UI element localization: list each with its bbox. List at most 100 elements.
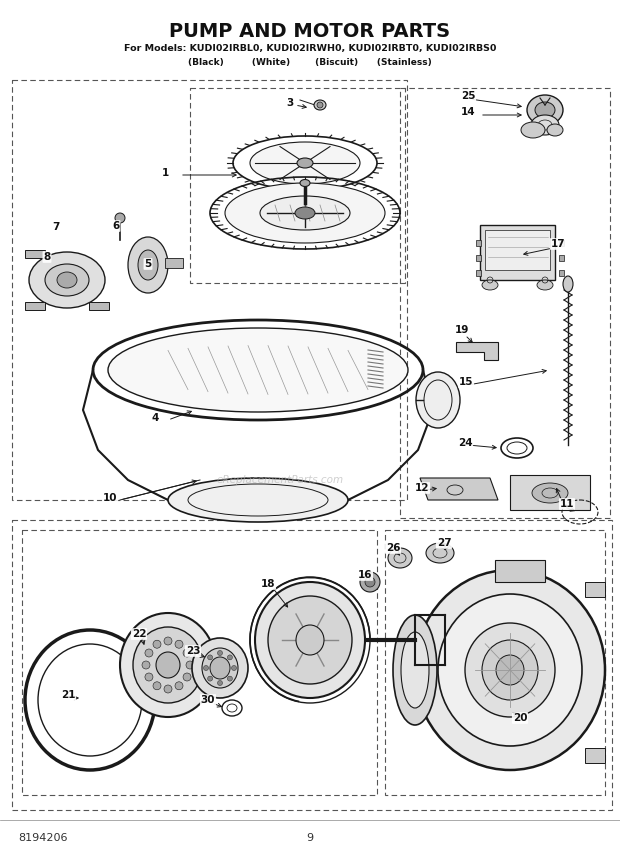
Ellipse shape xyxy=(210,657,230,679)
Ellipse shape xyxy=(388,548,412,568)
Ellipse shape xyxy=(426,543,454,563)
Ellipse shape xyxy=(203,665,208,670)
Text: 12: 12 xyxy=(415,483,429,493)
Ellipse shape xyxy=(115,213,125,223)
Ellipse shape xyxy=(268,596,352,684)
Ellipse shape xyxy=(120,613,216,717)
Ellipse shape xyxy=(186,661,194,669)
Text: 8: 8 xyxy=(43,252,51,262)
Bar xyxy=(25,250,45,258)
Text: 17: 17 xyxy=(551,239,565,249)
Bar xyxy=(559,255,564,261)
Text: 5: 5 xyxy=(144,259,152,269)
Ellipse shape xyxy=(45,264,89,296)
Ellipse shape xyxy=(415,570,605,770)
Bar xyxy=(476,240,481,246)
Ellipse shape xyxy=(164,637,172,645)
Ellipse shape xyxy=(108,328,408,412)
Text: 25: 25 xyxy=(461,91,476,101)
Bar xyxy=(385,530,605,795)
Ellipse shape xyxy=(218,681,223,686)
Ellipse shape xyxy=(547,124,563,136)
Text: 1: 1 xyxy=(161,168,169,178)
Ellipse shape xyxy=(145,673,153,681)
Bar xyxy=(400,88,610,518)
Polygon shape xyxy=(456,342,498,360)
Text: 21: 21 xyxy=(61,690,75,700)
Bar xyxy=(585,582,605,597)
Ellipse shape xyxy=(133,627,203,703)
Text: 3: 3 xyxy=(286,98,294,108)
Bar xyxy=(585,748,605,763)
Text: 9: 9 xyxy=(306,833,314,843)
Text: 14: 14 xyxy=(461,107,476,117)
Polygon shape xyxy=(510,475,590,510)
Ellipse shape xyxy=(183,673,191,681)
Bar xyxy=(485,230,550,270)
Bar xyxy=(12,520,612,810)
Bar xyxy=(495,560,545,582)
Ellipse shape xyxy=(532,483,568,503)
Bar xyxy=(480,225,555,280)
Text: PUMP AND MOTOR PARTS: PUMP AND MOTOR PARTS xyxy=(169,22,451,41)
Ellipse shape xyxy=(208,676,213,681)
Ellipse shape xyxy=(393,615,437,725)
Ellipse shape xyxy=(255,582,365,698)
Bar xyxy=(12,80,407,500)
Ellipse shape xyxy=(438,594,582,746)
Ellipse shape xyxy=(295,207,315,219)
Text: 6: 6 xyxy=(112,221,120,231)
Bar xyxy=(190,88,405,283)
Ellipse shape xyxy=(482,280,498,290)
Bar xyxy=(89,302,109,310)
Ellipse shape xyxy=(535,102,555,118)
Ellipse shape xyxy=(563,276,573,292)
Text: (Black)         (White)        (Biscuit)      (Stainless): (Black) (White) (Biscuit) (Stainless) xyxy=(188,58,432,67)
Ellipse shape xyxy=(156,652,180,678)
Text: 24: 24 xyxy=(458,438,472,448)
Text: 11: 11 xyxy=(560,499,574,509)
Ellipse shape xyxy=(29,252,105,308)
Ellipse shape xyxy=(183,649,191,657)
Ellipse shape xyxy=(401,632,429,708)
Ellipse shape xyxy=(175,681,183,690)
Ellipse shape xyxy=(465,623,555,717)
Text: For Models: KUDI02IRBL0, KUDI02IRWH0, KUDI02IRBT0, KUDI02IRBS0: For Models: KUDI02IRBL0, KUDI02IRWH0, KU… xyxy=(124,44,496,53)
Bar xyxy=(25,302,45,310)
Text: 26: 26 xyxy=(386,543,401,553)
Ellipse shape xyxy=(168,478,348,522)
Ellipse shape xyxy=(250,142,360,184)
Ellipse shape xyxy=(153,681,161,690)
Text: 19: 19 xyxy=(455,325,469,335)
Ellipse shape xyxy=(231,665,236,670)
Ellipse shape xyxy=(228,676,232,681)
Text: 16: 16 xyxy=(358,570,372,580)
Bar xyxy=(165,258,183,268)
Bar xyxy=(559,240,564,246)
Ellipse shape xyxy=(225,183,385,243)
Ellipse shape xyxy=(57,272,77,288)
Ellipse shape xyxy=(360,572,380,592)
Text: 8194206: 8194206 xyxy=(18,833,68,843)
Ellipse shape xyxy=(142,661,150,669)
Ellipse shape xyxy=(521,122,545,138)
Ellipse shape xyxy=(218,651,223,656)
Bar xyxy=(559,270,564,276)
Ellipse shape xyxy=(164,685,172,693)
Ellipse shape xyxy=(527,95,563,125)
Ellipse shape xyxy=(297,158,313,168)
Ellipse shape xyxy=(260,196,350,230)
Text: 27: 27 xyxy=(436,538,451,548)
Text: 18: 18 xyxy=(261,579,275,589)
Text: 10: 10 xyxy=(103,493,117,503)
Ellipse shape xyxy=(228,655,232,660)
Ellipse shape xyxy=(496,655,524,685)
Ellipse shape xyxy=(145,649,153,657)
Text: 4: 4 xyxy=(151,413,159,423)
Bar xyxy=(476,255,481,261)
Ellipse shape xyxy=(531,115,559,135)
Text: 15: 15 xyxy=(459,377,473,387)
Bar xyxy=(22,530,377,795)
Ellipse shape xyxy=(296,625,324,655)
Ellipse shape xyxy=(128,237,168,293)
